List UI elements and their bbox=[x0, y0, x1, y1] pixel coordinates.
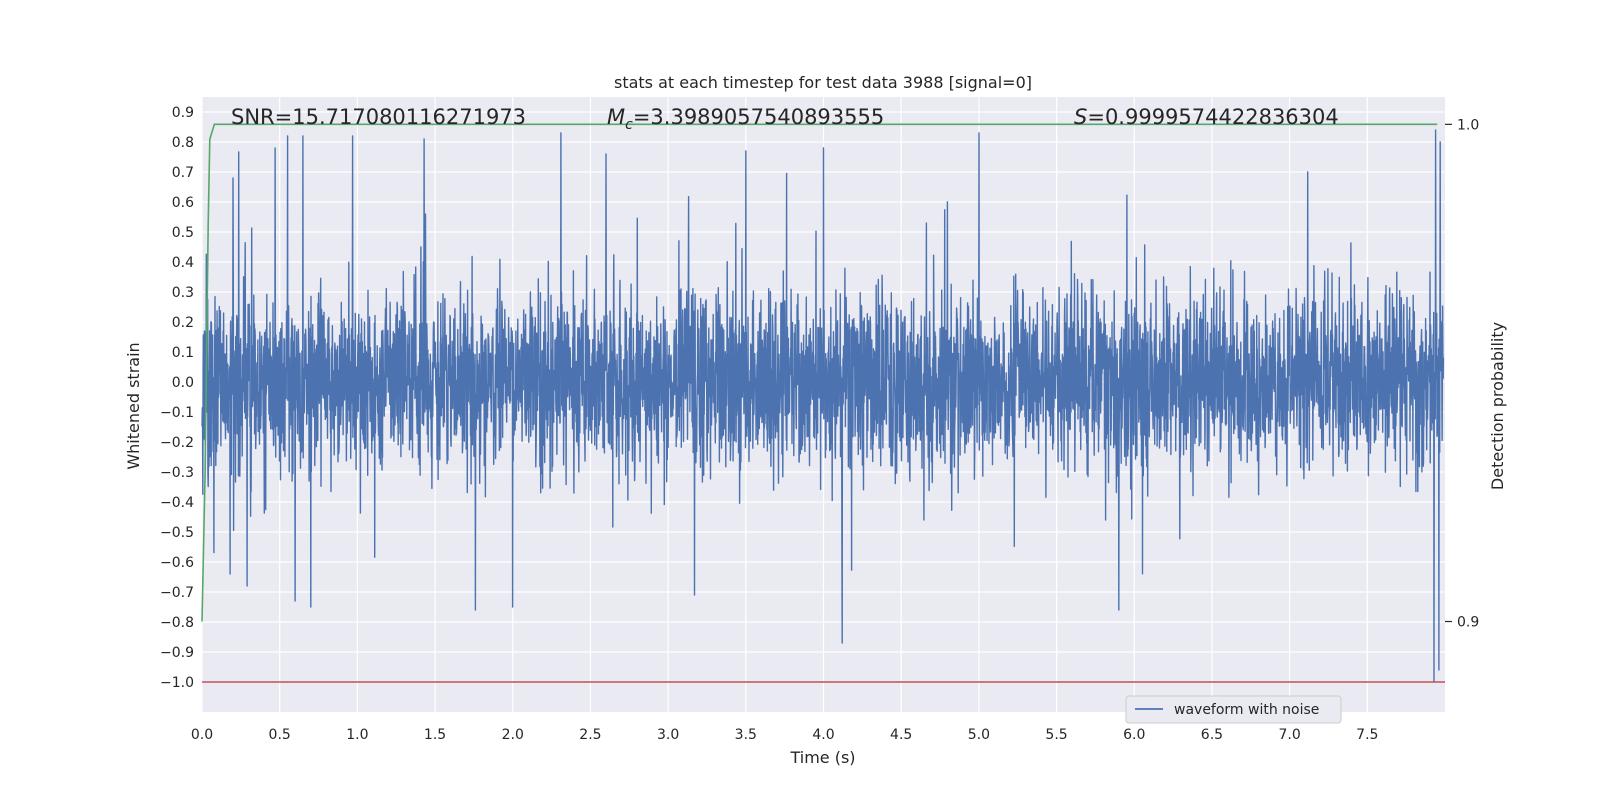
x-tick-label: 7.5 bbox=[1356, 727, 1378, 743]
x-tick-label: 3.5 bbox=[735, 727, 757, 743]
x-tick-label: 3.0 bbox=[657, 727, 679, 743]
y-tick-label: 0.5 bbox=[172, 225, 194, 241]
y-tick-label: 0.4 bbox=[172, 255, 194, 271]
y-tick-label: −0.7 bbox=[160, 585, 194, 601]
y-tick-label: −0.4 bbox=[160, 495, 194, 511]
x-tick-label: 6.0 bbox=[1123, 727, 1145, 743]
waveform-with-noise-line bbox=[201, 129, 1445, 683]
x-tick-label: 6.5 bbox=[1201, 727, 1223, 743]
mc-subscript: c bbox=[625, 117, 633, 133]
x-axis-ticks: 0.0 0.5 1.0 1.5 2.0 2.5 3.0 3.5 4.0 4.5 5.0 5.5 6.0 6… bbox=[191, 727, 1379, 743]
x-tick-label: 4.5 bbox=[890, 727, 912, 743]
y-tick-label: −0.8 bbox=[160, 615, 194, 631]
legend-box bbox=[1125, 695, 1342, 724]
y-axis-label: Whitened strain bbox=[124, 342, 143, 469]
y-tick-label: −0.5 bbox=[160, 525, 194, 541]
y-tick-label: −0.6 bbox=[160, 555, 194, 571]
s-symbol: S bbox=[1074, 105, 1087, 129]
s-annotation: S=0.9999574422836304 bbox=[1074, 105, 1339, 129]
x-tick-label: 7.0 bbox=[1278, 727, 1300, 743]
y-tick-label: 0.7 bbox=[172, 165, 194, 181]
x-tick-label: 2.0 bbox=[502, 727, 524, 743]
x-tick-label: 0.5 bbox=[269, 727, 291, 743]
detection-probability-series bbox=[201, 123, 1438, 622]
y-tick-label: −0.3 bbox=[160, 465, 194, 481]
y-right-tick-label: 1.0 bbox=[1457, 117, 1479, 133]
y-tick-label: −1.0 bbox=[160, 675, 194, 691]
y-tick-label: −0.2 bbox=[160, 435, 194, 451]
mc-symbol: M bbox=[607, 105, 625, 129]
y-tick-label: 0.1 bbox=[172, 345, 194, 361]
legend-label: waveform with noise bbox=[1174, 702, 1319, 718]
detection-probability-line bbox=[201, 123, 1438, 622]
chart-title: stats at each timestep for test data 398… bbox=[614, 73, 1032, 92]
chirp-mass-annotation: Mc=3.3989057540893555 bbox=[607, 105, 884, 133]
y-tick-label: 0.3 bbox=[172, 285, 194, 301]
x-tick-label: 1.0 bbox=[346, 727, 368, 743]
x-axis-label: Time (s) bbox=[789, 748, 855, 767]
y-right-tick-label: 0.9 bbox=[1457, 615, 1479, 631]
snr-annotation: SNR=15.717080116271973 bbox=[231, 105, 526, 129]
y-tick-label: 0.9 bbox=[172, 105, 194, 121]
y-right-axis-label: Detection probability bbox=[1488, 322, 1507, 490]
s-value: =0.9999574422836304 bbox=[1087, 105, 1338, 129]
x-tick-label: 5.0 bbox=[968, 727, 990, 743]
x-tick-label: 4.0 bbox=[812, 727, 834, 743]
x-tick-label: 5.5 bbox=[1045, 727, 1067, 743]
y-tick-label: 0.2 bbox=[172, 315, 194, 331]
x-tick-label: 0.0 bbox=[191, 727, 213, 743]
mc-value: =3.3989057540893555 bbox=[633, 105, 884, 129]
y-right-axis-ticks: 1.0 0.9 bbox=[1445, 117, 1479, 631]
y-tick-label: 0.6 bbox=[172, 195, 194, 211]
x-tick-label: 1.5 bbox=[424, 727, 446, 743]
y-tick-label: −0.9 bbox=[160, 645, 194, 661]
waveform-with-noise-series bbox=[201, 129, 1445, 683]
y-tick-label: −0.1 bbox=[160, 405, 194, 421]
y-axis-ticks: 0.9 0.8 0.7 0.6 0.5 0.4 0.3 0.2 0.1 0.0 −0.1 −0.2 −0… bbox=[160, 105, 194, 691]
x-tick-label: 2.5 bbox=[579, 727, 601, 743]
legend: waveform with noise bbox=[1125, 695, 1342, 724]
y-tick-label: 0.0 bbox=[172, 375, 194, 391]
y-tick-label: 0.8 bbox=[172, 135, 194, 151]
